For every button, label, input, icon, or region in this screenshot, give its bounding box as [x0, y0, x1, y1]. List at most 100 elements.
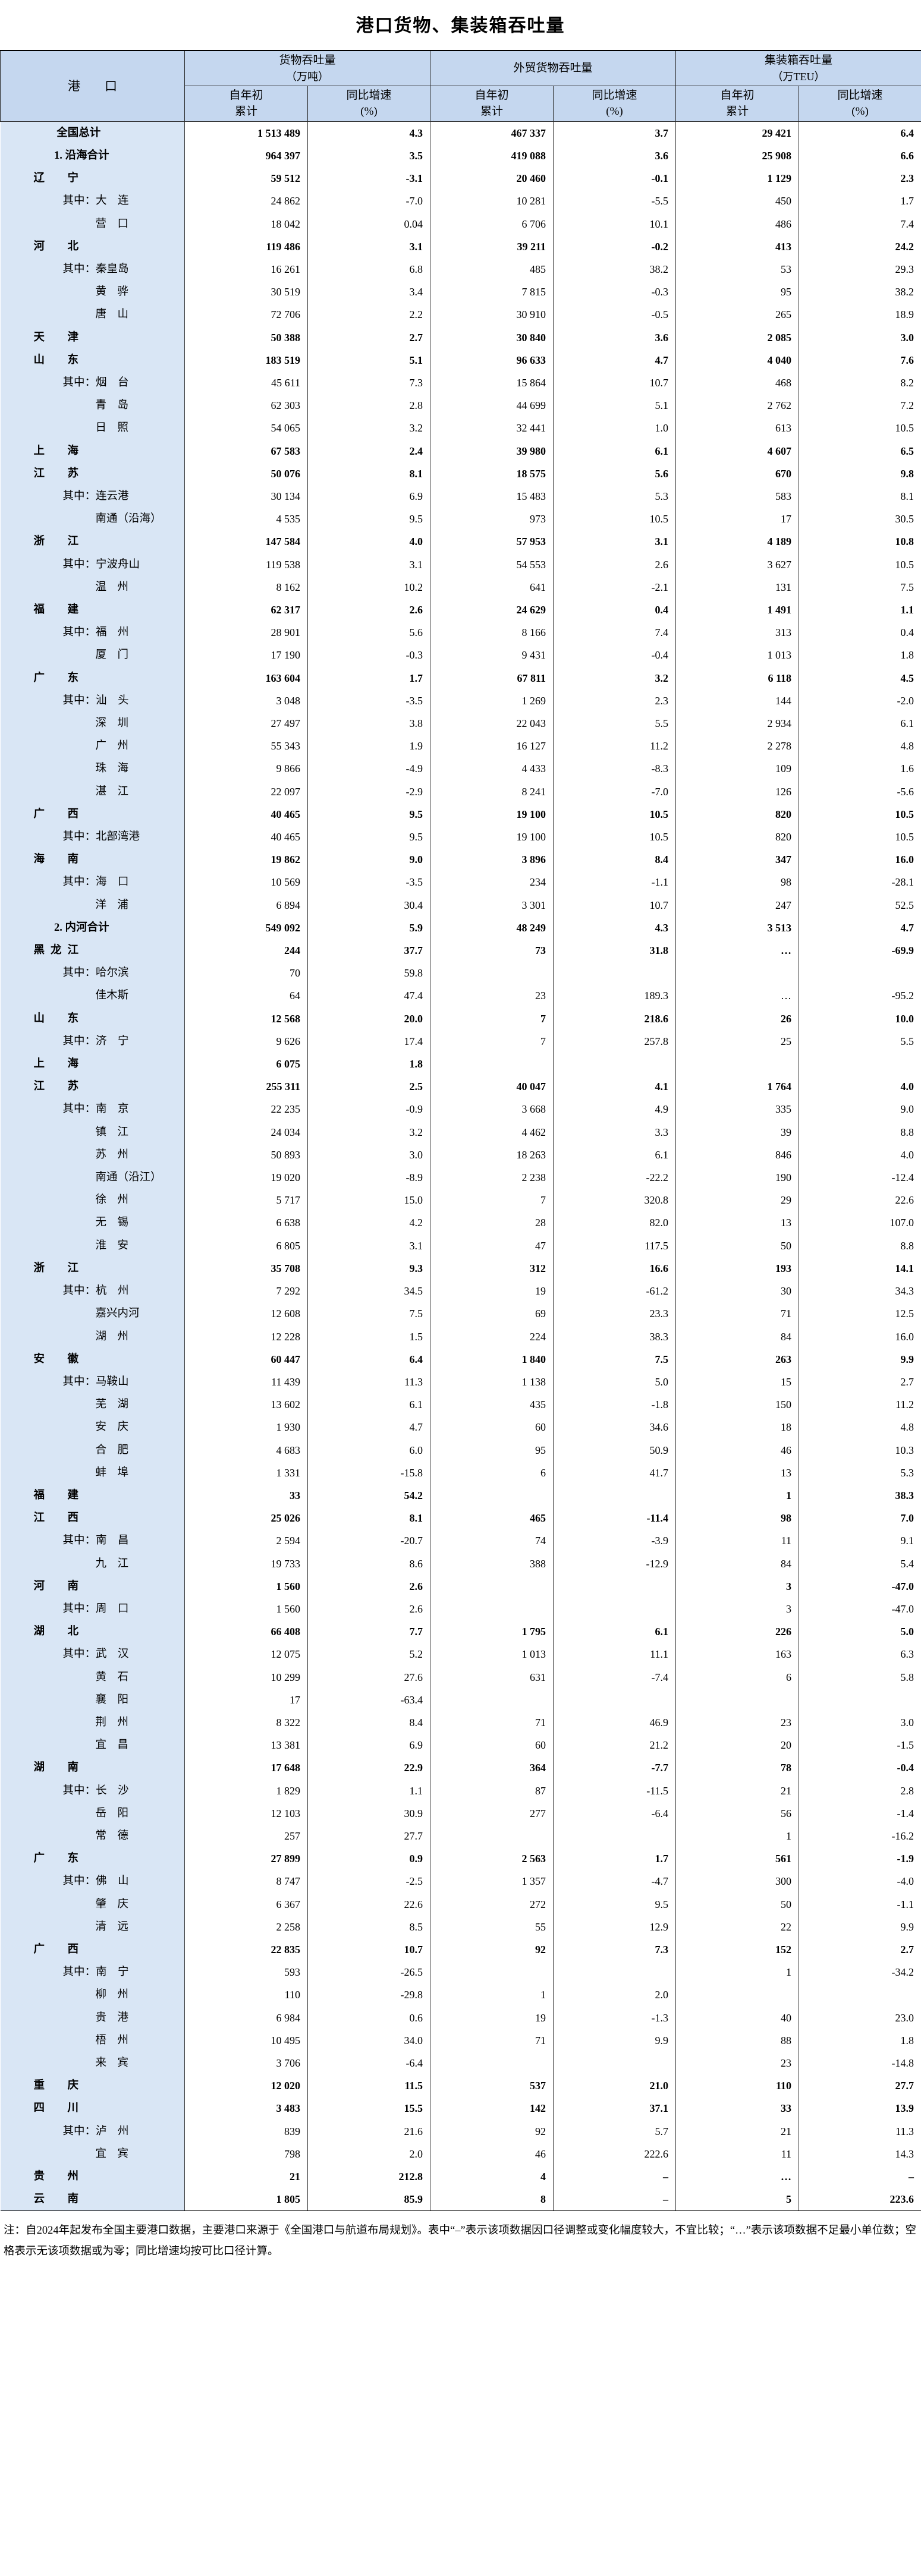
row-label-prov: 上 海: [0, 439, 185, 462]
cell-集装箱吞吐量同比增速: 11.3: [799, 2120, 921, 2143]
cell-外贸货物吞吐量自年初累计: 419 088: [430, 144, 554, 168]
cell-货物吞吐量自年初累计: 6 984: [184, 2006, 308, 2029]
row-label-sub2: 芜 湖: [0, 1393, 185, 1416]
cell-集装箱吞吐量自年初累计: 468: [675, 371, 800, 395]
cell-货物吞吐量自年初累计: 3 483: [184, 2097, 308, 2120]
table-row: 宜 宾 798 2.0 46 222.6 11 14.3: [0, 2142, 921, 2166]
cell-集装箱吞吐量自年初累计: 3 513: [675, 916, 800, 940]
cell-集装箱吞吐量同比增速: 16.0: [799, 848, 921, 871]
cell-货物吞吐量自年初累计: 12 020: [184, 2074, 308, 2098]
row-label-text: 无 锡: [95, 1217, 129, 1229]
table-row: 其中：杭 州 7 292 34.5 19 -61.2 30 34.3: [0, 1280, 921, 1303]
cell-集装箱吞吐量同比增速: 9.0: [799, 1098, 921, 1121]
cell-货物吞吐量同比增速: 2.2: [307, 303, 431, 326]
cell-集装箱吞吐量同比增速: -5.6: [799, 780, 921, 803]
cell-外贸货物吞吐量同比增速: 3.3: [553, 1120, 677, 1144]
row-label-text: 芜 湖: [95, 1399, 129, 1411]
cell-货物吞吐量自年初累计: 7 292: [184, 1280, 308, 1303]
cell-集装箱吞吐量自年初累计: 84: [675, 1552, 800, 1575]
cell-集装箱吞吐量同比增速: 23.0: [799, 2006, 921, 2029]
cell-货物吞吐量自年初累计: 8 747: [184, 1870, 308, 1893]
container-cumulative-line2: 累计: [726, 105, 749, 118]
row-label-sub2: 宜 昌: [0, 1734, 185, 1757]
cell-集装箱吞吐量自年初累计: 226: [675, 1620, 800, 1643]
table-row: 其中：南 昌 2 594 -20.7 74 -3.9 11 9.1: [0, 1529, 921, 1552]
cell-集装箱吞吐量自年初累计: 110: [675, 2074, 800, 2098]
row-label-sub2: 徐 州: [0, 1189, 185, 1212]
cell-集装箱吞吐量自年初累计: 29 421: [675, 121, 800, 144]
cell-外贸货物吞吐量同比增速: [553, 1597, 677, 1621]
cell-外贸货物吞吐量自年初累计: 1 840: [430, 1347, 554, 1371]
row-label-sub1: 其中：烟 台: [0, 371, 185, 395]
row-label-text: 营 口: [95, 218, 129, 230]
row-label-text: 深 圳: [95, 717, 129, 730]
cell-集装箱吞吐量自年初累计: 152: [675, 1938, 800, 1961]
row-label-group: 1. 沿海合计: [0, 144, 185, 168]
row-label-sub1: 其中：周 口: [0, 1597, 185, 1621]
row-label-sub2: 珠 海: [0, 757, 185, 780]
cell-货物吞吐量自年初累计: 2 258: [184, 1915, 308, 1938]
table-row: 清 远 2 258 8.5 55 12.9 22 9.9: [0, 1915, 921, 1938]
row-label-sub2: 镇 江: [0, 1120, 185, 1144]
cell-外贸货物吞吐量自年初累计: [430, 1824, 554, 1848]
port-throughput-table: 港 口 货物吞吐量 （万吨） 外贸货物吞吐量 集装箱吞吐量 （万TEU） 自年初…: [0, 49, 921, 2212]
cell-货物吞吐量自年初累计: 839: [184, 2120, 308, 2143]
cell-集装箱吞吐量自年初累计: 2 934: [675, 712, 800, 735]
cell-集装箱吞吐量同比增速: 22.6: [799, 1189, 921, 1212]
cell-集装箱吞吐量同比增速: 34.3: [799, 1280, 921, 1303]
cell-外贸货物吞吐量同比增速: -0.4: [553, 644, 677, 667]
table-row: 岳 阳 12 103 30.9 277 -6.4 56 -1.4: [0, 1802, 921, 1825]
column-header-cargo-growth: 同比增速 (%): [307, 85, 431, 122]
cargo-growth-line1: 同比增速: [346, 89, 392, 102]
cell-货物吞吐量同比增速: 34.5: [307, 1280, 431, 1303]
cell-外贸货物吞吐量同比增速: -12.9: [553, 1552, 677, 1575]
cell-货物吞吐量同比增速: 22.6: [307, 1892, 431, 1916]
cell-集装箱吞吐量同比增速: 11.2: [799, 1393, 921, 1416]
cell-外贸货物吞吐量同比增速: 7.4: [553, 621, 677, 644]
row-label-prov: 安 徽: [0, 1347, 185, 1371]
table-row: 其中：南 京 22 235 -0.9 3 668 4.9 335 9.0: [0, 1098, 921, 1121]
cell-货物吞吐量自年初累计: 25 026: [184, 1507, 308, 1530]
cell-货物吞吐量自年初累计: 59 512: [184, 167, 308, 190]
cell-外贸货物吞吐量自年初累计: 224: [430, 1325, 554, 1348]
cell-货物吞吐量同比增速: 3.0: [307, 1143, 431, 1167]
cell-集装箱吞吐量自年初累计: 561: [675, 1847, 800, 1870]
table-row: 徐 州 5 717 15.0 7 320.8 29 22.6: [0, 1189, 921, 1212]
cell-外贸货物吞吐量自年初累计: 6: [430, 1461, 554, 1484]
cell-集装箱吞吐量自年初累计: 3: [675, 1597, 800, 1621]
row-label-text: 浙 江: [33, 536, 84, 548]
row-label-text: 1. 沿海合计: [54, 149, 109, 162]
row-label-sub2: 无 锡: [0, 1211, 185, 1235]
row-label-text: 其中：周 口: [62, 1602, 129, 1615]
cell-集装箱吞吐量同比增速: 6.1: [799, 712, 921, 735]
cell-货物吞吐量自年初累计: 1 331: [184, 1461, 308, 1484]
cell-集装箱吞吐量自年初累计: 50: [675, 1234, 800, 1257]
cell-外贸货物吞吐量自年初累计: 74: [430, 1529, 554, 1552]
cell-集装箱吞吐量同比增速: 10.5: [799, 802, 921, 826]
table-row: 蚌 埠 1 331 -15.8 6 41.7 13 5.3: [0, 1461, 921, 1484]
cell-货物吞吐量自年初累计: 3 706: [184, 2052, 308, 2075]
cell-货物吞吐量自年初累计: 35 708: [184, 1256, 308, 1280]
cell-货物吞吐量同比增速: 1.8: [307, 1053, 431, 1076]
table-row: 珠 海 9 866 -4.9 4 433 -8.3 109 1.6: [0, 757, 921, 780]
row-label-text: 江 西: [33, 1512, 84, 1525]
cell-外贸货物吞吐量同比增速: [553, 2052, 677, 2075]
row-label-text: 温 州: [95, 581, 129, 593]
table-row: 其中：武 汉 12 075 5.2 1 013 11.1 163 6.3: [0, 1643, 921, 1666]
cell-集装箱吞吐量同比增速: 4.8: [799, 735, 921, 758]
cell-外贸货物吞吐量同比增速: 3.6: [553, 326, 677, 349]
cell-货物吞吐量同比增速: -15.8: [307, 1461, 431, 1484]
cell-货物吞吐量同比增速: 6.9: [307, 1734, 431, 1757]
row-label-text: 淮 安: [95, 1239, 129, 1252]
cell-集装箱吞吐量同比增速: -4.0: [799, 1870, 921, 1893]
row-label-text: 柳 州: [95, 1989, 129, 2001]
row-label-text: 其中：泸 州: [62, 2125, 129, 2137]
cell-外贸货物吞吐量自年初累计: 69: [430, 1302, 554, 1325]
row-label-text: 福 建: [33, 1489, 84, 1501]
cell-货物吞吐量自年初累计: 24 034: [184, 1120, 308, 1144]
cell-集装箱吞吐量自年初累计: 39: [675, 1120, 800, 1144]
cell-集装箱吞吐量自年初累计: 23: [675, 2052, 800, 2075]
row-label-text: 佳木斯: [95, 990, 129, 1002]
cell-集装箱吞吐量自年初累计: 820: [675, 826, 800, 849]
cell-货物吞吐量自年初累计: 3 048: [184, 689, 308, 713]
